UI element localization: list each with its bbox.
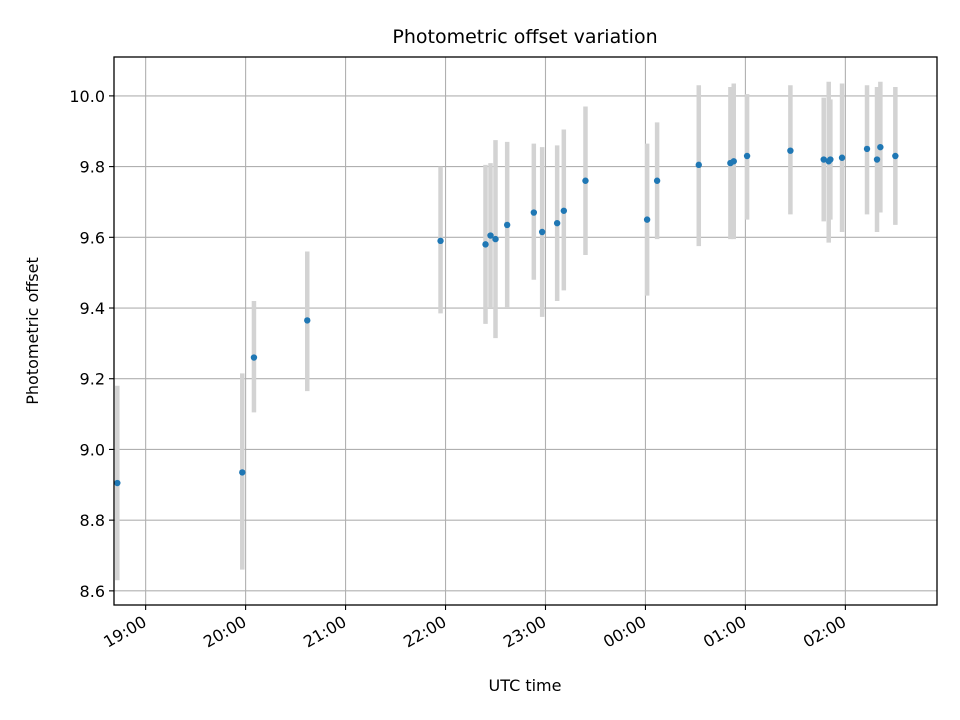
data-point <box>643 216 651 223</box>
data-point <box>892 152 899 160</box>
data-point <box>787 147 794 154</box>
data-point <box>827 156 834 163</box>
error-bars <box>115 81 898 581</box>
data-point <box>877 143 884 151</box>
y-tick-label: 9.8 <box>80 158 105 177</box>
y-tick-label: 10.0 <box>69 87 105 106</box>
data-point <box>820 156 827 163</box>
data-point <box>863 145 871 153</box>
y-axis-title: Photometric offset <box>23 257 42 405</box>
y-tick-label: 9.2 <box>80 370 105 389</box>
data-point <box>582 177 589 184</box>
data-point <box>695 161 702 169</box>
data-points <box>114 143 899 487</box>
x-tick-label: 23:00 <box>500 612 549 652</box>
data-point <box>873 156 881 163</box>
y-tick-label: 8.6 <box>80 582 105 601</box>
data-point <box>743 152 751 160</box>
plot-frame <box>113 56 938 606</box>
x-tick-label: 00:00 <box>600 612 649 652</box>
data-point <box>538 228 546 236</box>
grid <box>114 57 937 605</box>
data-point <box>437 237 444 245</box>
x-tick-label: 21:00 <box>300 612 349 652</box>
data-point <box>492 235 499 243</box>
x-tick-label: 22:00 <box>400 612 449 652</box>
y-tick-label: 8.8 <box>80 511 105 530</box>
x-tick-label: 02:00 <box>800 612 849 652</box>
data-point <box>560 207 568 214</box>
x-axis-title: UTC time <box>489 676 562 695</box>
data-point <box>530 209 538 216</box>
data-point <box>304 317 311 324</box>
data-point <box>503 221 511 229</box>
y-tick-label: 9.4 <box>80 299 105 318</box>
y-tick-label: 9.0 <box>80 440 105 459</box>
y-axis: 8.6 8.8 9.0 9.2 9.4 9.6 9.8 10.0 <box>69 87 114 601</box>
data-point <box>553 219 561 227</box>
x-tick-label: 01:00 <box>700 612 749 652</box>
data-point <box>239 469 246 476</box>
data-point <box>838 154 846 161</box>
x-tick-label: 19:00 <box>100 612 149 652</box>
data-point <box>482 241 489 248</box>
data-point <box>487 232 494 239</box>
x-tick-label: 20:00 <box>200 612 249 652</box>
data-point <box>730 158 737 165</box>
data-point <box>653 177 661 184</box>
x-axis: 19:00 20:00 21:00 22:00 23:00 00:00 01:00 02:00 <box>100 605 849 652</box>
data-point <box>114 479 121 487</box>
data-point <box>250 354 258 361</box>
y-tick-label: 9.6 <box>80 228 105 247</box>
chart-title: Photometric offset variation <box>392 26 657 48</box>
